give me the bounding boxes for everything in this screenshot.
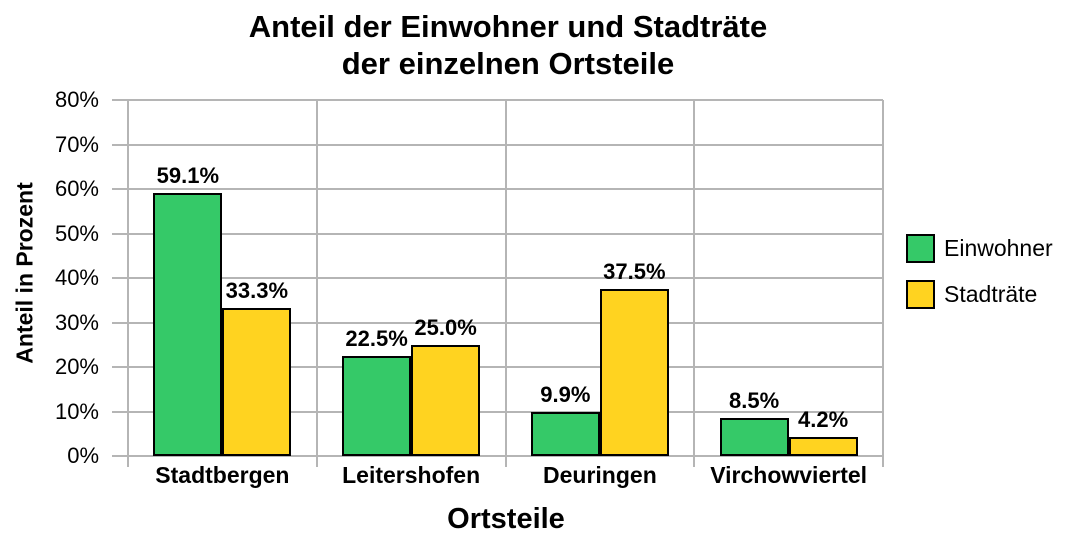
gridline-horizontal	[112, 188, 883, 190]
legend-item-stadträte: Stadträte	[906, 280, 1053, 309]
x-axis-title: Ortsteile	[447, 503, 565, 535]
bar-value-label: 22.5%	[345, 325, 408, 351]
bar-einwohner-virchowviertel	[719, 418, 789, 456]
y-tick-label: 30%	[54, 309, 99, 335]
x-category-label: Leitershofen	[342, 462, 481, 488]
gridline-horizontal	[112, 143, 883, 146]
chart-title-line-1: Anteil der Einwohner und Stadträte	[248, 9, 768, 44]
y-tick-label: 80%	[54, 87, 99, 112]
y-tick-label: 60%	[54, 176, 99, 201]
x-category-label: Stadtbergen	[155, 462, 290, 488]
x-category-label: Virchowviertel	[710, 462, 868, 488]
chart-title-line-2: der einzelnen Ortsteile	[341, 46, 675, 81]
legend: Einwohner Stadträte	[906, 234, 1053, 309]
bar-stadträte-leitershofen	[411, 344, 481, 456]
bar-value-label: 33.3%	[225, 277, 289, 303]
y-tick-label: 70%	[54, 131, 99, 157]
legend-item-einwohner: Einwohner	[906, 234, 1053, 263]
gridline-vertical	[315, 100, 318, 467]
plot-right-border	[882, 100, 884, 467]
legend-label: Stadträte	[944, 281, 1038, 307]
x-category-label: Deuringen	[543, 462, 657, 488]
bar-value-label: 59.1%	[156, 163, 220, 189]
y-tick-label: 40%	[54, 265, 99, 290]
gridline-horizontal	[112, 277, 883, 279]
gridline-vertical	[693, 100, 696, 467]
y-axis-line	[127, 100, 129, 467]
bar-value-label: 8.5%	[729, 388, 780, 414]
legend-swatch-stadträte	[906, 280, 935, 309]
y-tick-label: 50%	[54, 220, 99, 246]
bar-value-label: 4.2%	[798, 407, 849, 433]
bar-stadträte-stadtbergen	[222, 307, 292, 456]
gridline-horizontal	[112, 99, 883, 101]
y-tick-label: 0%	[67, 443, 99, 468]
bar-value-label: 9.9%	[540, 381, 591, 407]
gridline-horizontal	[112, 321, 883, 324]
y-tick-label: 10%	[54, 398, 99, 424]
bar-value-label: 37.5%	[603, 259, 666, 285]
gridline-horizontal	[112, 410, 883, 413]
legend-label: Einwohner	[944, 235, 1053, 261]
y-tick-label: 20%	[54, 354, 99, 379]
y-axis-tick-labels: 0% 10% 20% 30% 40% 50% 60% 70% 80%	[0, 87, 113, 468]
gridline-horizontal	[112, 232, 883, 235]
gridline-vertical	[504, 100, 507, 467]
x-axis-line	[112, 455, 883, 457]
bar-einwohner-stadtbergen	[153, 193, 223, 456]
bar-stadträte-virchowviertel	[788, 437, 858, 456]
bar-stadträte-deuringen	[599, 289, 669, 456]
bar-value-label: 25.0%	[414, 314, 477, 340]
legend-swatch-einwohner	[906, 234, 935, 263]
plot-area: 59.1% 22.5% 9.9% 8.5% 33.3% 25.0% 37.5% 4.2%	[112, 99, 884, 467]
bar-einwohner-deuringen	[530, 411, 600, 456]
gridline-horizontal	[112, 366, 883, 368]
bar-einwohner-leitershofen	[342, 355, 412, 456]
chart-title: Anteil der Einwohner und Stadträte der e…	[128, 8, 888, 82]
